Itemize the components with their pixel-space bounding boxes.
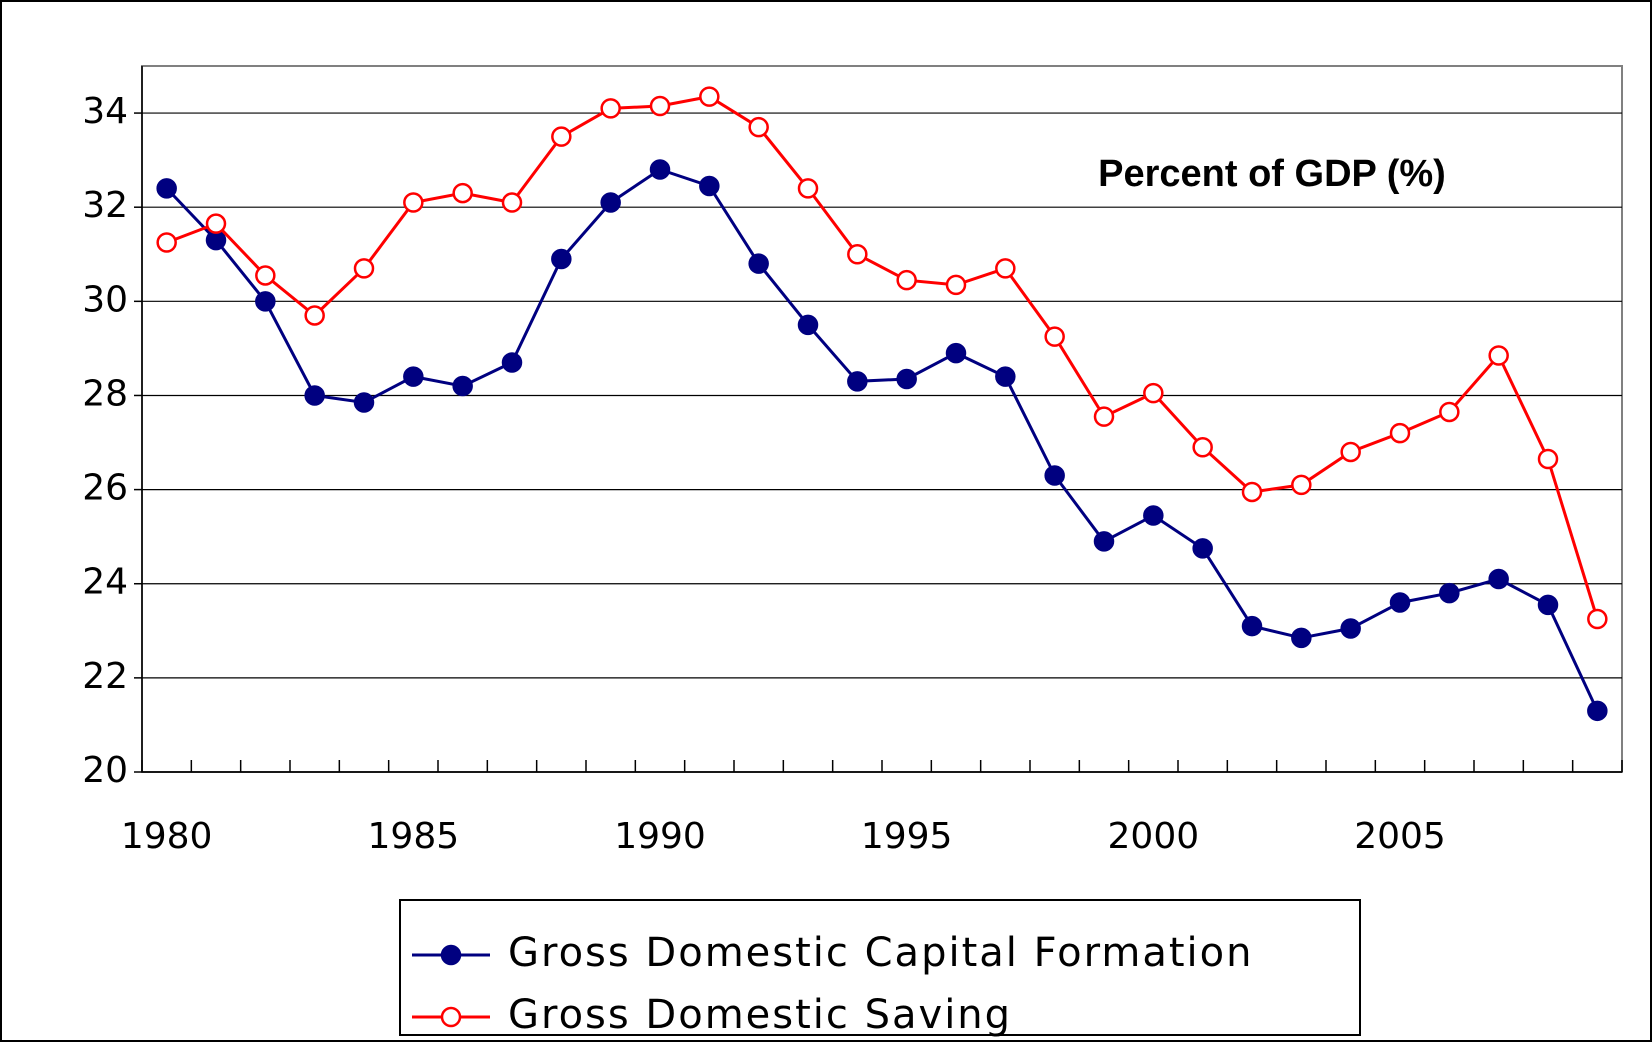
y-tick-label: 22 [82,656,128,697]
data-point [452,182,473,204]
data-point [551,126,572,147]
data-point [1143,505,1164,526]
data-point [600,98,621,119]
data-point [205,213,227,234]
data-point [797,178,819,199]
data-point [797,314,819,336]
data-point [995,366,1016,387]
data-point [1044,465,1065,486]
data-point [1340,441,1361,463]
data-point [945,274,967,296]
data-point [1291,474,1312,496]
data-point [156,232,177,253]
data-point [1093,406,1115,427]
x-tick-label: 2005 [1354,816,1446,857]
data-point [1192,436,1213,458]
data-point [748,253,769,274]
data-point [452,375,473,397]
legend-label: Gross Domestic Saving [508,992,1012,1038]
data-point [1389,592,1411,613]
data-point [945,342,967,364]
data-point [156,178,177,199]
data-point [1488,568,1509,590]
data-point [1488,345,1509,366]
x-tick-label: 1990 [614,816,706,857]
legend-marker [440,944,462,966]
data-point [1537,594,1559,616]
data-point [699,86,720,107]
x-tick-label: 1980 [121,816,213,857]
data-point [1241,481,1263,503]
data-point [1587,700,1608,722]
y-tick-label: 32 [82,185,128,226]
data-point [847,371,868,392]
data-point [1291,627,1312,649]
data-point [896,269,917,291]
data-point [600,192,621,213]
data-point [353,258,375,279]
data-point [896,368,917,390]
data-point [1093,531,1115,552]
data-point [501,192,523,213]
legend-box [399,899,1361,1036]
data-point [699,175,720,197]
data-point [255,291,276,312]
data-point [1143,382,1164,404]
y-tick-label: 20 [82,750,128,791]
data-point [255,265,276,286]
data-point [304,305,325,326]
data-point [995,258,1016,279]
data-point [1241,615,1263,637]
data-point [1439,582,1460,604]
data-point [403,192,424,213]
data-point [1044,326,1065,347]
annotation: Percent of GDP (%) [1098,153,1446,195]
data-point [304,385,325,406]
data-point [1340,618,1361,639]
data-point [403,366,424,387]
y-tick-label: 28 [82,373,128,414]
y-tick-label: 34 [82,91,128,132]
data-point [1587,608,1608,630]
data-point [1537,448,1559,470]
plot-area [141,65,1623,773]
data-point [1389,422,1411,444]
data-point [847,244,868,265]
data-point [1192,538,1213,559]
y-tick-label: 30 [82,279,128,320]
data-point [649,95,671,117]
data-point [353,392,375,413]
data-point [1439,401,1460,423]
legend-label: Gross Domestic Capital Formation [508,930,1253,976]
data-point [649,159,671,180]
x-tick-label: 1985 [368,816,460,857]
data-point [551,248,572,270]
y-tick-label: 26 [82,468,128,509]
y-tick-label: 24 [82,562,128,603]
x-tick-label: 2000 [1108,816,1200,857]
data-point [748,116,769,138]
x-tick-label: 1995 [861,816,953,857]
legend-marker [440,1006,462,1028]
data-point [501,352,523,373]
